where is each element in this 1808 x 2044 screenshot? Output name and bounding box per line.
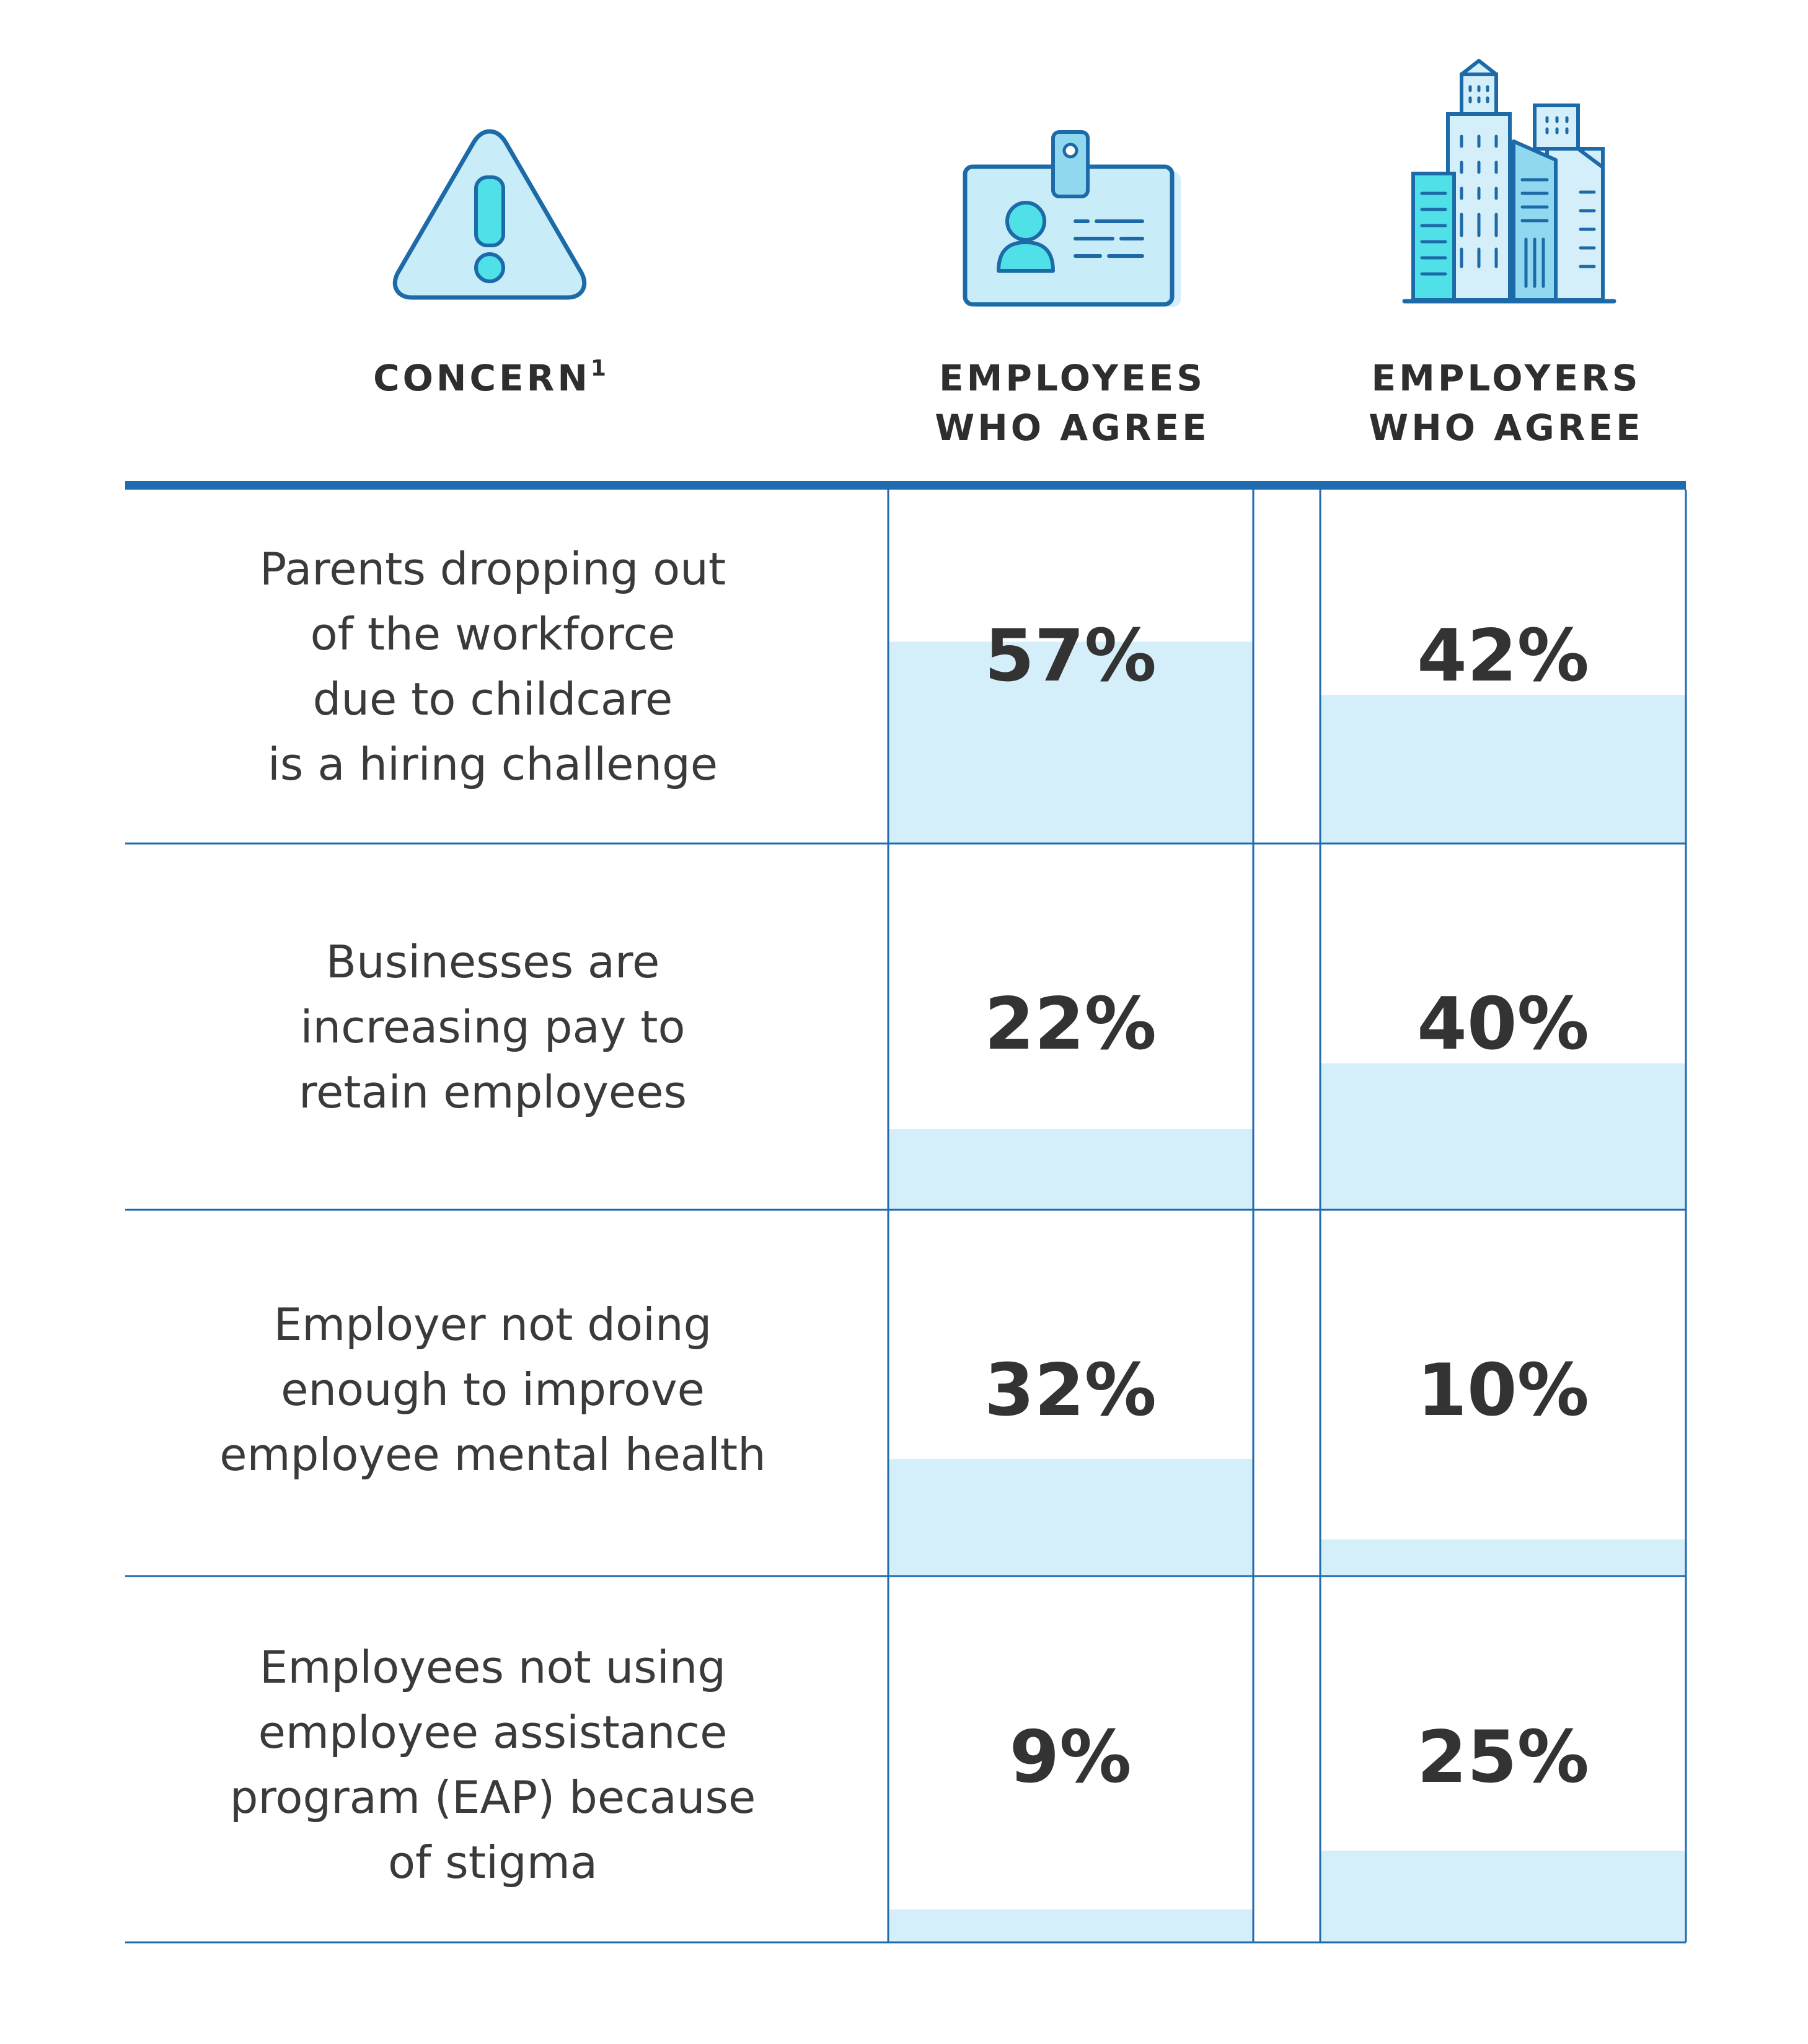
value-label-employers-row-4: 25%: [1417, 1716, 1589, 1799]
value-label-employers-row-2: 40%: [1417, 982, 1589, 1066]
concern-footnote-marker: 1: [590, 355, 606, 381]
header-rule: [125, 481, 1686, 490]
value-fill-employees-row-3: [888, 1458, 1253, 1576]
concern-row-1-line-4: is a hiring challenge: [267, 738, 718, 790]
concern-row-1: Parents dropping out of the workforce du…: [124, 537, 862, 797]
id-badge-icon: [958, 127, 1181, 313]
concern-row-3-line-1: Employer not doing: [273, 1298, 712, 1350]
concern-row-2-line-2: increasing pay to: [300, 1001, 686, 1053]
warning-triangle-icon: [384, 124, 595, 304]
value-fill-employees-row-1: [888, 641, 1253, 844]
concern-column-header: CONCERN1: [347, 353, 632, 403]
concern-header-text: CONCERN: [373, 357, 591, 399]
concern-row-1-line-3: due to childcare: [312, 673, 673, 725]
value-label-employees-row-3: 32%: [984, 1349, 1157, 1432]
value-label-employees-row-2: 22%: [984, 982, 1157, 1066]
employers-header-line-1: EMPLOYERS: [1371, 357, 1641, 399]
employees-header-line-1: EMPLOYEES: [939, 357, 1206, 399]
concern-row-3: Employer not doing enough to improve emp…: [124, 1292, 862, 1487]
employers-header-line-2: WHO AGREE: [1369, 407, 1644, 449]
concern-row-2-line-1: Businesses are: [325, 936, 660, 988]
concern-row-2-line-3: retain employees: [298, 1066, 687, 1118]
value-fill-employers-row-3: [1320, 1539, 1686, 1576]
value-label-employees-row-4: 9%: [1010, 1716, 1132, 1799]
employers-column-header: EMPLOYERS WHO AGREE: [1320, 353, 1692, 452]
concern-row-1-line-1: Parents dropping out: [259, 543, 726, 595]
city-buildings-icon: [1401, 56, 1618, 310]
concern-row-1-line-2: of the workforce: [310, 608, 676, 660]
employees-header-line-2: WHO AGREE: [935, 407, 1210, 449]
concern-row-4-line-2: employee assistance: [258, 1706, 728, 1758]
concern-row-3-line-2: enough to improve: [281, 1363, 705, 1416]
value-label-employers-row-1: 42%: [1417, 614, 1589, 698]
value-fill-employees-row-2: [888, 1129, 1253, 1210]
concern-row-4-line-1: Employees not using: [259, 1641, 726, 1693]
value-fill-employers-row-1: [1320, 695, 1686, 844]
concern-row-4-line-4: of stigma: [388, 1836, 598, 1888]
value-fill-employers-row-2: [1320, 1063, 1686, 1210]
employees-column-header: EMPLOYEES WHO AGREE: [886, 353, 1258, 452]
value-fill-employees-row-4: [888, 1909, 1253, 1942]
concern-row-2: Businesses are increasing pay to retain …: [124, 930, 862, 1125]
value-label-employees-row-1: 57%: [984, 614, 1157, 698]
concern-row-4-line-3: program (EAP) because: [229, 1771, 756, 1823]
concern-row-4: Employees not using employee assistance …: [124, 1635, 862, 1895]
value-fill-employers-row-4: [1320, 1851, 1686, 1942]
value-label-employers-row-3: 10%: [1417, 1349, 1589, 1432]
concern-row-3-line-3: employee mental health: [219, 1429, 766, 1481]
